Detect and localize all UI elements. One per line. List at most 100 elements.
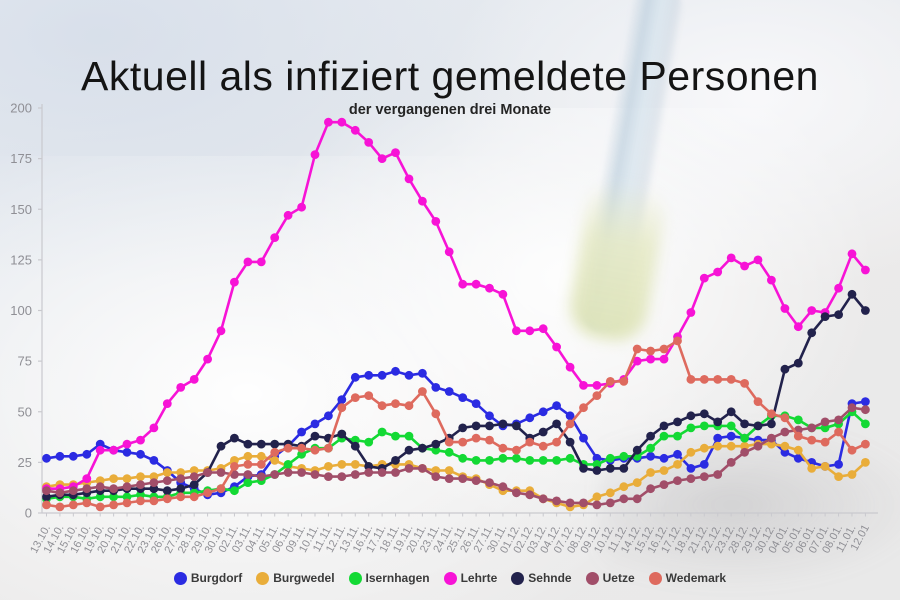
data-point-Isernhagen-17.11. — [377, 427, 387, 437]
data-point-Uetze-14.10. — [55, 488, 65, 498]
data-point-Burgdorf-27.11. — [485, 411, 494, 421]
data-point-Burgwedel-11.11. — [324, 462, 333, 471]
data-point-Wedemark-27.10. — [176, 492, 186, 502]
data-point-Lehrte-30.11. — [498, 289, 508, 299]
data-point-Lehrte-29.12. — [753, 255, 763, 265]
data-point-Sehnde-08.12. — [579, 464, 588, 473]
data-point-Burgdorf-21.10. — [122, 447, 132, 457]
data-point-Burgwedel-21.10. — [122, 474, 132, 483]
data-point-Wedemark-12.01 — [861, 439, 870, 449]
data-point-Wedemark-23.11. — [431, 409, 441, 419]
data-point-Lehrte-03.11. — [243, 257, 253, 267]
data-point-Wedemark-16.12. — [659, 344, 669, 354]
data-point-Uetze-16.10. — [82, 484, 92, 494]
data-point-Sehnde-26.11. — [471, 421, 481, 431]
data-point-Uetze-15.12. — [646, 484, 655, 494]
data-point-Sehnde-27.11. — [485, 421, 494, 431]
data-point-Lehrte-05.01. — [793, 322, 803, 332]
data-point-Burgwedel-22.12. — [713, 441, 723, 451]
data-point-Uetze-23.12. — [726, 458, 736, 467]
data-point-Wedemark-30.12. — [767, 409, 776, 419]
data-point-Lehrte-25.11. — [458, 279, 468, 289]
data-point-Uetze-03.12. — [538, 494, 548, 504]
data-point-Sehnde-28.10. — [189, 480, 199, 489]
data-point-Wedemark-02.11. — [230, 462, 239, 471]
data-point-Burgwedel-07.01. — [820, 462, 830, 471]
data-point-Burgdorf-21.12. — [699, 460, 709, 469]
data-point-Burgdorf-19.10. — [95, 439, 105, 449]
data-point-Lehrte-30.10. — [216, 326, 226, 336]
data-point-Sehnde-13.10. — [42, 492, 51, 502]
data-point-Isernhagen-16.11. — [364, 437, 374, 447]
data-point-Isernhagen-21.10. — [122, 492, 132, 502]
data-point-Uetze-13.11. — [350, 470, 360, 479]
data-point-Uetze-07.01. — [820, 417, 830, 427]
data-point-Uetze-23.10. — [149, 478, 159, 487]
data-point-Isernhagen-18.11. — [391, 431, 400, 441]
data-point-Isernhagen-27.11. — [485, 456, 494, 465]
data-point-Isernhagen-24.11. — [444, 447, 454, 457]
data-point-Wedemark-24.11. — [444, 437, 454, 447]
data-point-Wedemark-18.12. — [686, 375, 696, 384]
data-point-Uetze-04.11. — [256, 472, 266, 481]
legend-label-isernhagen: Isernhagen — [365, 571, 430, 585]
data-point-Uetze-22.10. — [136, 480, 145, 489]
data-point-Lehrte-20.11. — [418, 196, 427, 206]
data-point-Burgdorf-16.10. — [82, 449, 92, 459]
data-point-Burgdorf-07.12. — [565, 411, 575, 421]
data-point-Wedemark-29.10. — [203, 488, 213, 498]
data-point-Burgdorf-18.11. — [391, 366, 400, 376]
data-point-Isernhagen-10.12. — [605, 453, 615, 463]
data-point-Burgwedel-12.11. — [337, 460, 347, 469]
data-point-Wedemark-20.11. — [418, 387, 427, 396]
data-point-Lehrte-22.12. — [713, 267, 723, 277]
data-point-Sehnde-01.12. — [512, 421, 521, 431]
data-point-Burgwedel-08.01. — [834, 472, 843, 481]
data-point-Wedemark-19.10. — [95, 502, 105, 512]
data-point-Uetze-18.12. — [686, 474, 696, 483]
data-point-Lehrte-19.11. — [404, 174, 414, 184]
data-point-Isernhagen-09.11. — [297, 449, 306, 459]
data-point-Lehrte-04.01. — [780, 304, 790, 313]
data-point-Wedemark-19.11. — [404, 401, 414, 411]
data-point-Lehrte-23.11. — [431, 217, 441, 226]
data-point-Lehrte-16.12. — [659, 354, 669, 364]
data-point-Sehnde-10.11. — [310, 431, 320, 441]
data-point-Wedemark-04.12. — [552, 437, 561, 447]
data-point-Uetze-24.11. — [444, 474, 454, 483]
data-point-Uetze-15.10. — [68, 486, 78, 496]
data-point-Lehrte-06.11. — [283, 210, 293, 220]
data-point-Isernhagen-20.10. — [109, 492, 118, 502]
data-point-Wedemark-07.12. — [565, 419, 575, 429]
data-point-Lehrte-12.11. — [337, 117, 347, 127]
data-point-Uetze-12.11. — [337, 472, 347, 481]
y-tick-label: 200 — [10, 101, 32, 116]
data-point-Lehrte-18.12. — [686, 308, 696, 317]
data-point-Sehnde-12.11. — [337, 429, 347, 439]
data-point-Sehnde-13.11. — [350, 441, 360, 451]
data-point-Uetze-05.11. — [270, 470, 280, 479]
data-point-Lehrte-27.10. — [176, 383, 186, 392]
data-point-Sehnde-12.01 — [861, 306, 870, 315]
data-point-Uetze-20.11. — [418, 464, 427, 473]
data-point-Uetze-06.11. — [283, 468, 293, 477]
data-point-Isernhagen-26.11. — [471, 456, 481, 465]
data-point-Lehrte-02.12. — [525, 326, 535, 336]
legend-dot-burgwedel — [256, 571, 270, 585]
data-point-Burgdorf-24.11. — [444, 387, 454, 396]
data-point-Isernhagen-01.12. — [512, 453, 521, 463]
data-point-Burgdorf-15.10. — [68, 451, 78, 461]
data-point-Isernhagen-13.11. — [350, 435, 360, 445]
data-point-Burgdorf-04.12. — [552, 401, 561, 411]
data-point-Isernhagen-18.12. — [686, 423, 696, 433]
data-point-Lehrte-03.12. — [538, 324, 548, 334]
data-point-Uetze-14.12. — [632, 494, 642, 504]
data-point-Lehrte-12.01 — [861, 265, 870, 275]
data-point-Lehrte-16.10. — [82, 474, 92, 483]
data-point-Lehrte-20.10. — [109, 445, 118, 455]
data-point-Burgdorf-14.10. — [55, 451, 65, 461]
data-point-Wedemark-07.01. — [820, 437, 830, 447]
data-point-Burgdorf-03.12. — [538, 407, 548, 417]
data-point-Burgwedel-20.10. — [109, 474, 118, 483]
